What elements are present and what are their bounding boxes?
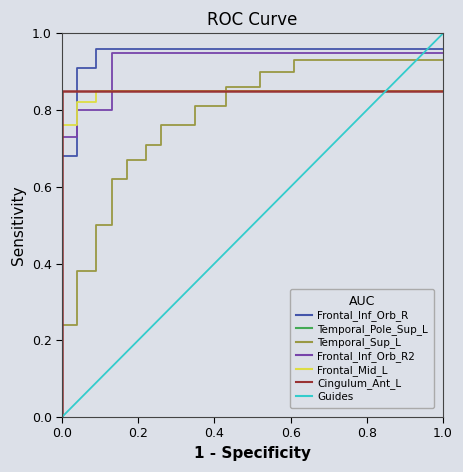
X-axis label: 1 - Specificity: 1 - Specificity	[194, 446, 310, 461]
Y-axis label: Sensitivity: Sensitivity	[11, 185, 26, 265]
Legend: Frontal_Inf_Orb_R, Temporal_Pole_Sup_L, Temporal_Sup_L, Frontal_Inf_Orb_R2, Fron: Frontal_Inf_Orb_R, Temporal_Pole_Sup_L, …	[289, 289, 433, 408]
Title: ROC Curve: ROC Curve	[207, 11, 297, 29]
